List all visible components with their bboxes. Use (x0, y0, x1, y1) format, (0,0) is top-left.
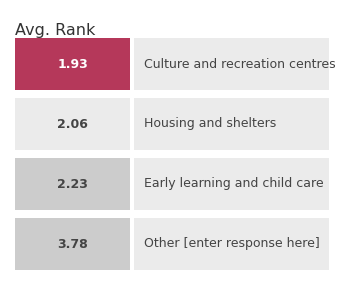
Text: 1.93: 1.93 (57, 58, 88, 70)
Bar (134, 38, 329, 90)
Text: Early learning and child care: Early learning and child care (144, 178, 324, 190)
Text: 2.06: 2.06 (57, 118, 88, 130)
Text: 3.78: 3.78 (57, 238, 88, 250)
Bar (134, 158, 329, 210)
Text: 2.23: 2.23 (57, 178, 88, 190)
Text: Culture and recreation centres: Culture and recreation centres (144, 58, 336, 70)
Text: Avg. Rank: Avg. Rank (15, 23, 95, 38)
Text: Housing and shelters: Housing and shelters (144, 118, 276, 130)
Bar (134, 218, 329, 270)
Bar (15, 98, 130, 150)
Bar (15, 158, 130, 210)
Text: Other [enter response here]: Other [enter response here] (144, 238, 320, 250)
Bar (15, 38, 130, 90)
Bar (134, 98, 329, 150)
Bar (15, 218, 130, 270)
